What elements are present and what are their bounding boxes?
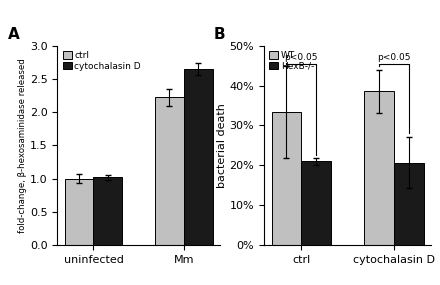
Text: p<0.05: p<0.05	[285, 52, 318, 62]
Text: p<0.05: p<0.05	[377, 52, 411, 62]
Legend: ctrl, cytochalasin D: ctrl, cytochalasin D	[62, 50, 142, 72]
Legend: WT, HexB-/-: WT, HexB-/-	[268, 50, 315, 72]
Bar	[65, 179, 93, 245]
Bar	[155, 97, 184, 245]
Y-axis label: fold-change, β-hexosaminidase released: fold-change, β-hexosaminidase released	[18, 58, 27, 233]
Text: B: B	[214, 27, 225, 42]
Bar	[364, 91, 394, 245]
Bar	[394, 162, 424, 245]
Bar	[184, 69, 213, 245]
Text: A: A	[8, 27, 20, 42]
Bar	[93, 177, 122, 245]
Bar	[301, 161, 331, 245]
Y-axis label: bacterial death: bacterial death	[217, 103, 227, 188]
Bar	[271, 112, 301, 245]
